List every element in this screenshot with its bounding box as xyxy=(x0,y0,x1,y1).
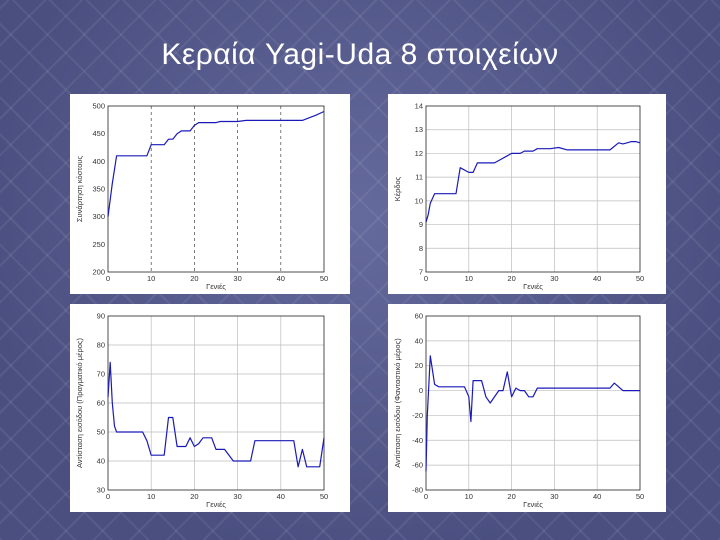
y-tick-label: 400 xyxy=(92,157,105,166)
x-tick-label: 30 xyxy=(550,274,558,283)
chart-resistance-real: 0 10 20 30 40 50 30 40 50 60 70 80 90 Γενιές Αντίσταση… xyxy=(75,312,328,510)
y-tick-label: 9 xyxy=(419,220,423,229)
y-tick-label: -80 xyxy=(412,486,423,495)
y-tick-label: 40 xyxy=(97,457,105,466)
series-line xyxy=(425,355,640,472)
chart-panel-cost: 0 10 20 30 40 50 200 250 300 350 400 450 500 Γενιές Συ… xyxy=(70,94,350,294)
plot-frame xyxy=(425,315,641,491)
chart-panel-gain: 0 10 20 30 40 50 7 8 9 10 11 12 13 14 Γενιές Κέρδος xyxy=(388,94,666,294)
x-tick-label: 40 xyxy=(593,274,601,283)
y-tick-label: 500 xyxy=(92,102,105,111)
y-tick-label: 40 xyxy=(415,336,423,345)
x-axis-label: Γενιές xyxy=(523,500,543,509)
x-tick-label: 20 xyxy=(507,492,515,501)
y-tick-label: -20 xyxy=(412,411,423,420)
y-tick-label: 80 xyxy=(97,341,105,350)
plot-frame xyxy=(425,105,641,273)
chart-cost: 0 10 20 30 40 50 200 250 300 350 400 450 500 Γενιές Συ… xyxy=(75,102,328,292)
x-axis-label: Γενιές xyxy=(523,282,543,291)
x-tick-label: 10 xyxy=(147,492,155,501)
y-tick-label: 14 xyxy=(415,102,423,111)
x-tick-label: 10 xyxy=(465,274,473,283)
y-axis-label: Αντίσταση εισόδου (Πραγματικό μέρος) xyxy=(75,338,84,468)
chart-panel-resistance-imag: 0 10 20 30 40 50 -80 -60 -40 -20 0 20 40 60 Γενιές Αντί… xyxy=(388,304,666,512)
x-tick-label: 50 xyxy=(636,492,644,501)
y-tick-label: 8 xyxy=(419,244,423,253)
y-tick-label: 70 xyxy=(97,370,105,379)
y-tick-label: 50 xyxy=(97,428,105,437)
x-tick-label: 40 xyxy=(593,492,601,501)
x-tick-label: 50 xyxy=(636,274,644,283)
slide-title: Κεραία Yagi-Uda 8 στοιχείων xyxy=(161,38,559,71)
y-tick-label: 30 xyxy=(97,486,105,495)
plot-frame xyxy=(107,315,325,491)
x-tick-label: 50 xyxy=(320,274,328,283)
x-tick-label: 40 xyxy=(277,492,285,501)
y-tick-label: 12 xyxy=(415,149,423,158)
x-tick-label: 0 xyxy=(424,274,428,283)
x-tick-label: 0 xyxy=(106,274,110,283)
y-tick-label: 250 xyxy=(92,240,105,249)
chart-panel-resistance-real: 0 10 20 30 40 50 30 40 50 60 70 80 90 Γενιές Αντίσταση… xyxy=(70,304,350,512)
y-tick-label: 90 xyxy=(97,312,105,321)
x-tick-label: 20 xyxy=(190,274,198,283)
y-tick-label: -40 xyxy=(412,436,423,445)
series-line xyxy=(425,140,641,223)
x-tick-label: 0 xyxy=(106,492,110,501)
chart-gain: 0 10 20 30 40 50 7 8 9 10 11 12 13 14 Γενιές Κέρδος xyxy=(393,102,644,292)
chart-resistance-imag: 0 10 20 30 40 50 -80 -60 -40 -20 0 20 40 60 Γενιές Αντί… xyxy=(393,312,644,510)
x-axis-label: Γενιές xyxy=(206,282,226,291)
y-tick-label: 11 xyxy=(415,173,423,182)
y-tick-label: 60 xyxy=(97,399,105,408)
x-tick-label: 30 xyxy=(550,492,558,501)
x-tick-label: 10 xyxy=(147,274,155,283)
series-line xyxy=(107,110,325,217)
series-line xyxy=(107,361,325,468)
y-tick-label: 60 xyxy=(415,312,423,321)
y-tick-label: 350 xyxy=(92,185,105,194)
x-tick-label: 30 xyxy=(233,492,241,501)
x-tick-label: 20 xyxy=(507,274,515,283)
y-axis-label: Συνάρτηση κόστους xyxy=(75,156,84,223)
y-axis-label: Αντίσταση εισόδου (Φανταστικό μέρος) xyxy=(393,338,402,468)
x-tick-label: 10 xyxy=(465,492,473,501)
y-tick-label: 20 xyxy=(415,361,423,370)
y-tick-label: 13 xyxy=(415,125,423,134)
y-tick-label: 10 xyxy=(415,196,423,205)
y-tick-label: 450 xyxy=(92,129,105,138)
y-tick-label: 0 xyxy=(419,386,423,395)
x-axis-label: Γενιές xyxy=(206,500,226,509)
x-tick-label: 0 xyxy=(424,492,428,501)
y-tick-label: 200 xyxy=(92,268,105,277)
x-tick-label: 30 xyxy=(233,274,241,283)
y-axis-label: Κέρδος xyxy=(393,176,402,201)
x-tick-label: 20 xyxy=(190,492,198,501)
y-tick-label: 7 xyxy=(419,268,423,277)
plot-frame xyxy=(107,105,325,273)
x-tick-label: 50 xyxy=(320,492,328,501)
y-tick-label: 300 xyxy=(92,212,105,221)
y-tick-label: -60 xyxy=(412,461,423,470)
x-tick-label: 40 xyxy=(277,274,285,283)
